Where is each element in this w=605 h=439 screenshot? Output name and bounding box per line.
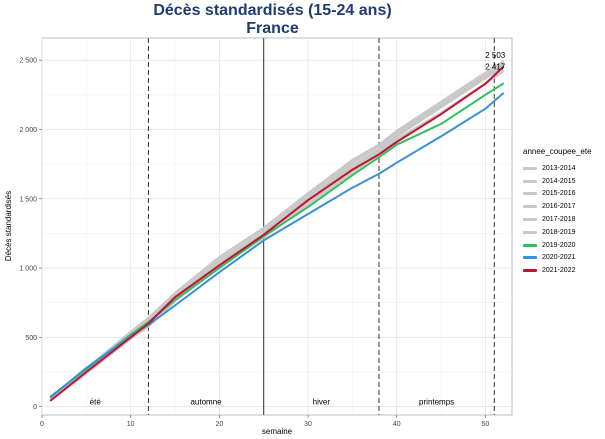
legend-label: 2021-2022 — [542, 267, 576, 275]
legend-item: 2018-2019 — [523, 226, 592, 239]
legend-swatch — [523, 243, 537, 247]
x-tick-label: 40 — [393, 421, 401, 428]
series-line-2021-2022 — [49, 66, 505, 402]
legend-swatch — [523, 218, 537, 222]
legend-item: 2021-2022 — [523, 264, 592, 277]
legend-item: 2015-2016 — [523, 188, 592, 201]
legend-swatch — [523, 256, 537, 260]
y-tick-label: 2 000 — [19, 127, 37, 134]
season-label: printemps — [419, 398, 454, 407]
legend-swatch — [523, 230, 537, 234]
legend-item: 2016-2017 — [523, 200, 592, 213]
series-line-2015-2016 — [49, 60, 505, 399]
legend-label: 2018-2019 — [542, 228, 576, 236]
y-tick-label: 1 000 — [19, 266, 37, 273]
y-tick-label: 500 — [25, 335, 37, 342]
x-tick-label: 50 — [481, 421, 489, 428]
series-lines — [49, 60, 505, 402]
legend-item: 2013-2014 — [523, 162, 592, 175]
legend-label: 2013-2014 — [542, 164, 576, 172]
y-tick-label: 1 500 — [19, 196, 37, 203]
season-boundaries — [147, 38, 495, 415]
legend-item: 2020-2021 — [523, 252, 592, 265]
legend: annee_coupee_ete 2013-2014 2014-2015 2015-… — [523, 147, 592, 277]
legend-items: 2013-2014 2014-2015 2015-2016 2016-2017 2017… — [523, 162, 592, 277]
series-line-2019-2020 — [49, 82, 505, 398]
legend-label: 2015-2016 — [542, 190, 576, 198]
legend-swatch — [523, 179, 537, 183]
x-axis-ticks: 0 10 20 30 40 50 — [40, 415, 489, 428]
season-label: été — [90, 398, 102, 407]
legend-label: 2014-2015 — [542, 177, 576, 185]
x-tick-label: 30 — [304, 421, 312, 428]
legend-swatch — [523, 192, 537, 196]
x-tick-label: 10 — [127, 421, 135, 428]
x-tick-label: 0 — [40, 421, 44, 428]
y-axis-ticks: 0 500 1 000 1 500 2 000 2 500 — [19, 58, 42, 411]
legend-label: 2017-2018 — [542, 216, 576, 224]
season-label: automne — [190, 398, 222, 407]
legend-title: annee_coupee_ete — [523, 147, 592, 156]
legend-label: 2020-2021 — [542, 254, 576, 262]
y-axis-title: Décès standardisés — [4, 191, 13, 261]
legend-swatch — [523, 166, 537, 170]
y-tick-label: 0 — [33, 404, 37, 411]
legend-label: 2019-2020 — [542, 241, 576, 249]
legend-item: 2019-2020 — [523, 239, 592, 252]
season-labels: été automne hiver printemps — [90, 398, 455, 407]
chart-title: Décès standardisés (15-24 ans) — [153, 2, 392, 19]
y-tick-label: 2 500 — [19, 58, 37, 65]
x-axis-title: semaine — [262, 427, 293, 436]
annotation-label: 2 417 — [485, 63, 506, 72]
annotation-label: 2 503 — [485, 51, 506, 60]
grid-lines — [41, 38, 512, 415]
legend-item: 2014-2015 — [523, 175, 592, 188]
legend-item: 2017-2018 — [523, 213, 592, 226]
legend-swatch — [523, 205, 537, 209]
annotations: 2 503 2 417 — [485, 51, 506, 72]
x-tick-label: 20 — [215, 421, 223, 428]
legend-swatch — [523, 269, 537, 273]
chart-subtitle: France — [246, 20, 299, 37]
legend-label: 2016-2017 — [542, 203, 576, 211]
season-label: hiver — [313, 398, 331, 407]
